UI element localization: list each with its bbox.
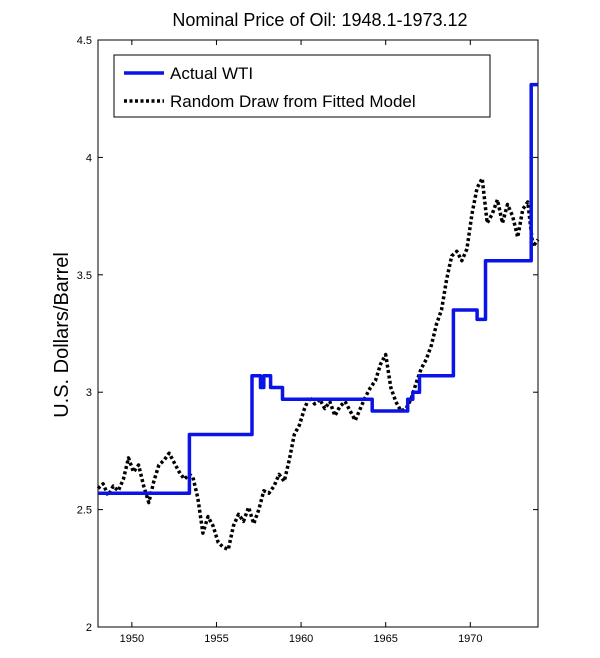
plot-frame — [97, 39, 539, 628]
y-tick-label: 3 — [86, 387, 92, 399]
chart-title: Nominal Price of Oil: 1948.1-1973.12 — [172, 10, 467, 30]
y-tick-label: 4 — [86, 152, 92, 164]
x-tick-label: 1970 — [458, 633, 482, 645]
plot-area — [97, 39, 539, 628]
x-tick-label: 1965 — [373, 633, 397, 645]
legend-box — [113, 54, 491, 118]
legend-label-random-draw: Random Draw from Fitted Model — [170, 92, 416, 111]
x-tick-label: 1950 — [120, 633, 144, 645]
legend: Actual WTI Random Draw from Fitted Model — [113, 54, 491, 118]
axis-ticks: 1950 1955 1960 1965 1970 2 2.5 3 3.5 4 4.5 — [77, 35, 538, 645]
y-axis-label: U.S. Dollars/Barrel — [51, 252, 73, 418]
x-tick-label: 1960 — [289, 633, 313, 645]
y-tick-label: 2.5 — [77, 505, 92, 517]
series-layer — [96, 82, 540, 552]
y-tick-label: 4.5 — [77, 35, 92, 47]
y-tick-label: 3.5 — [77, 270, 92, 282]
legend-label-actual-wti: Actual WTI — [170, 64, 253, 83]
x-tick-label: 1955 — [204, 633, 228, 645]
y-tick-label: 2 — [86, 622, 92, 634]
series-actual-wti — [98, 82, 538, 495]
series-random-draw — [96, 176, 540, 552]
